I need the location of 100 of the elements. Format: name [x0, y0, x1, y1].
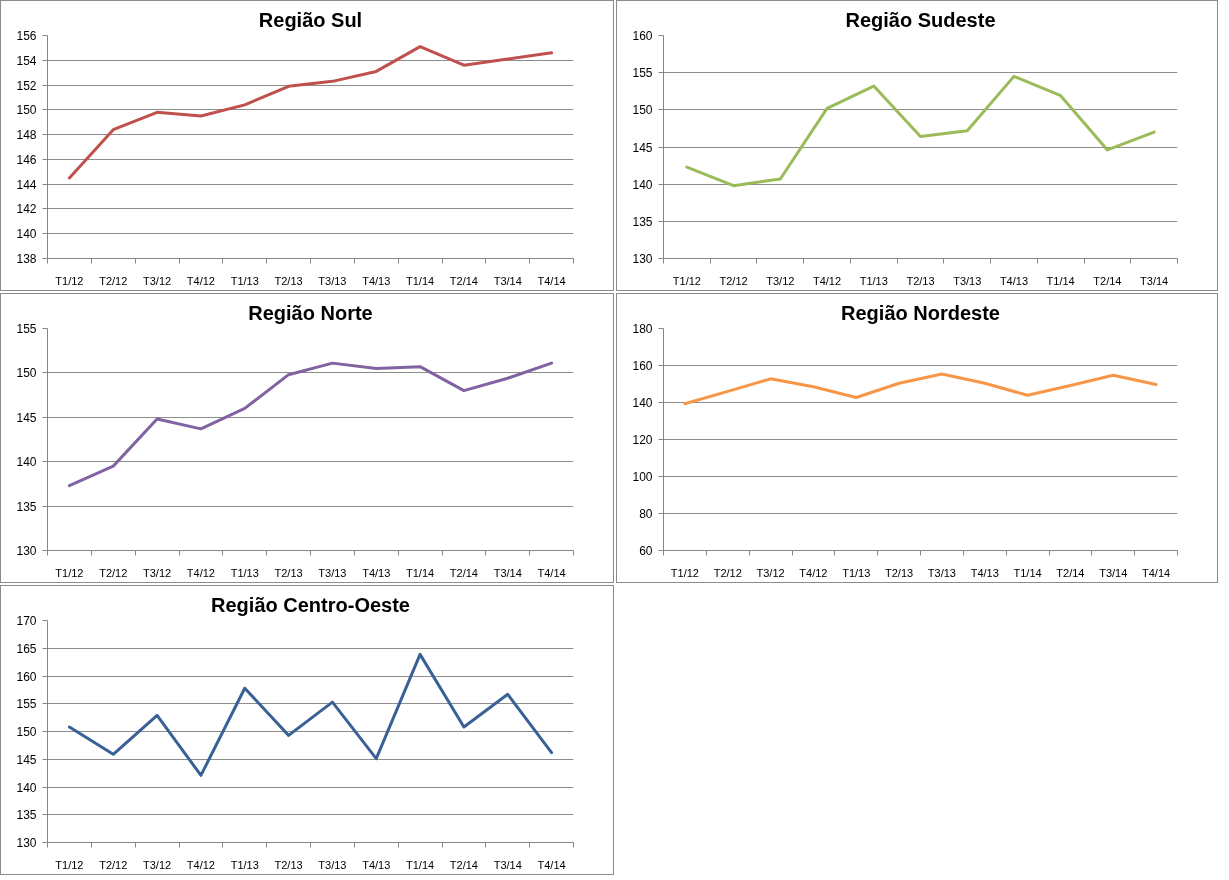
x-tick-label: T3/13	[318, 858, 347, 871]
y-tick-label: 130	[16, 836, 37, 850]
y-tick-label: 160	[16, 669, 37, 684]
x-tick-label: T1/12	[672, 274, 701, 287]
x-tick-label: T1/12	[670, 566, 699, 579]
x-tick-label: T4/14	[537, 274, 566, 287]
y-tick-label: 160	[632, 29, 653, 43]
x-tick-label: T1/13	[230, 858, 259, 871]
x-tick-label: T4/14	[1142, 566, 1171, 579]
x-tick-label: T1/14	[406, 566, 435, 579]
y-tick-label: 156	[16, 29, 37, 43]
y-tick-label: 140	[16, 227, 37, 242]
x-tick-label: T1/14	[1046, 274, 1075, 287]
x-tick-label: T2/12	[99, 274, 128, 287]
x-tick-label: T1/13	[230, 566, 259, 579]
x-tick-label: T3/13	[927, 566, 956, 579]
x-tick-label: T1/12	[55, 274, 84, 287]
y-tick-label: 145	[632, 140, 653, 155]
line-series	[67, 652, 554, 777]
y-tick-label: 140	[632, 177, 653, 192]
y-tick-label: 140	[632, 396, 653, 410]
x-tick-label: T4/12	[812, 274, 842, 287]
x-tick-label: T1/12	[55, 858, 84, 871]
x-tick-label: T4/13	[362, 274, 391, 287]
line-series	[685, 74, 1156, 188]
x-tick-label: T1/13	[230, 274, 259, 287]
x-tick-label: T4/13	[362, 858, 391, 871]
x-tick-label: T1/14	[406, 858, 435, 871]
x-tick-label: T1/13	[842, 566, 871, 579]
x-tick-label: T3/12	[143, 566, 172, 579]
x-tick-label: T1/13	[859, 274, 888, 287]
y-tick-label: 140	[16, 780, 37, 795]
x-tick-label: T1/14	[406, 274, 435, 287]
x-tick-label: T2/14	[449, 566, 478, 579]
y-tick-label: 155	[16, 697, 37, 712]
y-tick-label: 154	[16, 53, 37, 68]
x-tick-label: T2/13	[274, 858, 303, 871]
x-tick-label: T2/13	[274, 274, 303, 287]
y-tick-label: 155	[16, 322, 37, 336]
chart-title: Região Sudeste	[845, 8, 996, 31]
x-tick-label: T2/12	[719, 274, 748, 287]
y-tick-label: 142	[16, 202, 37, 217]
y-tick-label: 130	[632, 252, 653, 266]
x-tick-label: T4/14	[537, 566, 566, 579]
x-tick-label: T2/13	[274, 566, 303, 579]
y-tick-label: 165	[16, 641, 37, 656]
x-tick-label: T4/12	[186, 274, 215, 287]
x-tick-label: T4/12	[186, 858, 215, 871]
y-tick-label: 130	[16, 544, 37, 558]
x-tick-label: T2/12	[713, 566, 742, 579]
line-series	[683, 372, 1158, 406]
y-tick-label: 140	[16, 455, 37, 470]
line-series	[67, 361, 554, 488]
x-tick-label: T3/12	[766, 274, 795, 287]
x-tick-label: T3/14	[493, 274, 522, 287]
x-tick-label: T4/12	[799, 566, 828, 579]
x-tick-label: T4/12	[186, 566, 215, 579]
y-tick-label: 135	[16, 808, 37, 823]
x-tick-label: T2/12	[99, 566, 128, 579]
y-tick-label: 100	[632, 470, 653, 484]
x-tick-label: T2/14	[1056, 566, 1085, 579]
x-tick-label: T2/13	[906, 274, 935, 287]
x-tick-label: T3/13	[318, 274, 347, 287]
x-tick-label: T2/14	[1093, 274, 1122, 287]
y-tick-label: 120	[632, 433, 653, 447]
x-tick-label: T2/12	[99, 858, 128, 871]
x-tick-label: T2/14	[449, 274, 478, 287]
y-tick-label: 60	[639, 544, 653, 558]
y-tick-label: 80	[639, 507, 653, 521]
x-tick-label: T4/14	[537, 858, 566, 871]
x-tick-label: T3/13	[318, 566, 347, 579]
y-tick-label: 150	[16, 725, 37, 739]
x-tick-label: T2/14	[449, 858, 478, 871]
x-tick-label: T3/14	[1140, 274, 1169, 287]
chart-title: Região Norte	[248, 301, 373, 324]
chart-title: Região Nordeste	[841, 301, 1000, 324]
y-tick-label: 150	[632, 103, 653, 118]
x-tick-label: T3/12	[143, 274, 172, 287]
y-tick-label: 146	[16, 152, 37, 167]
x-tick-label: T3/14	[493, 566, 522, 579]
line-series	[67, 45, 554, 180]
y-tick-label: 155	[632, 66, 653, 81]
x-tick-label: T4/13	[970, 566, 999, 579]
y-tick-label: 150	[16, 366, 37, 381]
y-tick-label: 160	[632, 359, 653, 373]
x-tick-label: T4/13	[999, 274, 1029, 287]
x-tick-label: T1/14	[1013, 566, 1042, 579]
y-tick-label: 135	[16, 499, 37, 514]
y-tick-label: 145	[16, 410, 37, 425]
y-tick-label: 180	[632, 322, 653, 336]
y-tick-label: 152	[16, 78, 37, 93]
y-tick-label: 170	[16, 614, 37, 628]
y-tick-label: 144	[16, 177, 37, 192]
x-tick-label: T3/12	[143, 858, 172, 871]
y-tick-label: 150	[16, 103, 37, 118]
y-tick-label: 145	[16, 752, 37, 767]
y-tick-label: 135	[632, 214, 653, 229]
x-tick-label: T3/14	[493, 858, 522, 871]
x-tick-label: T4/13	[362, 566, 391, 579]
y-tick-label: 148	[16, 128, 37, 143]
